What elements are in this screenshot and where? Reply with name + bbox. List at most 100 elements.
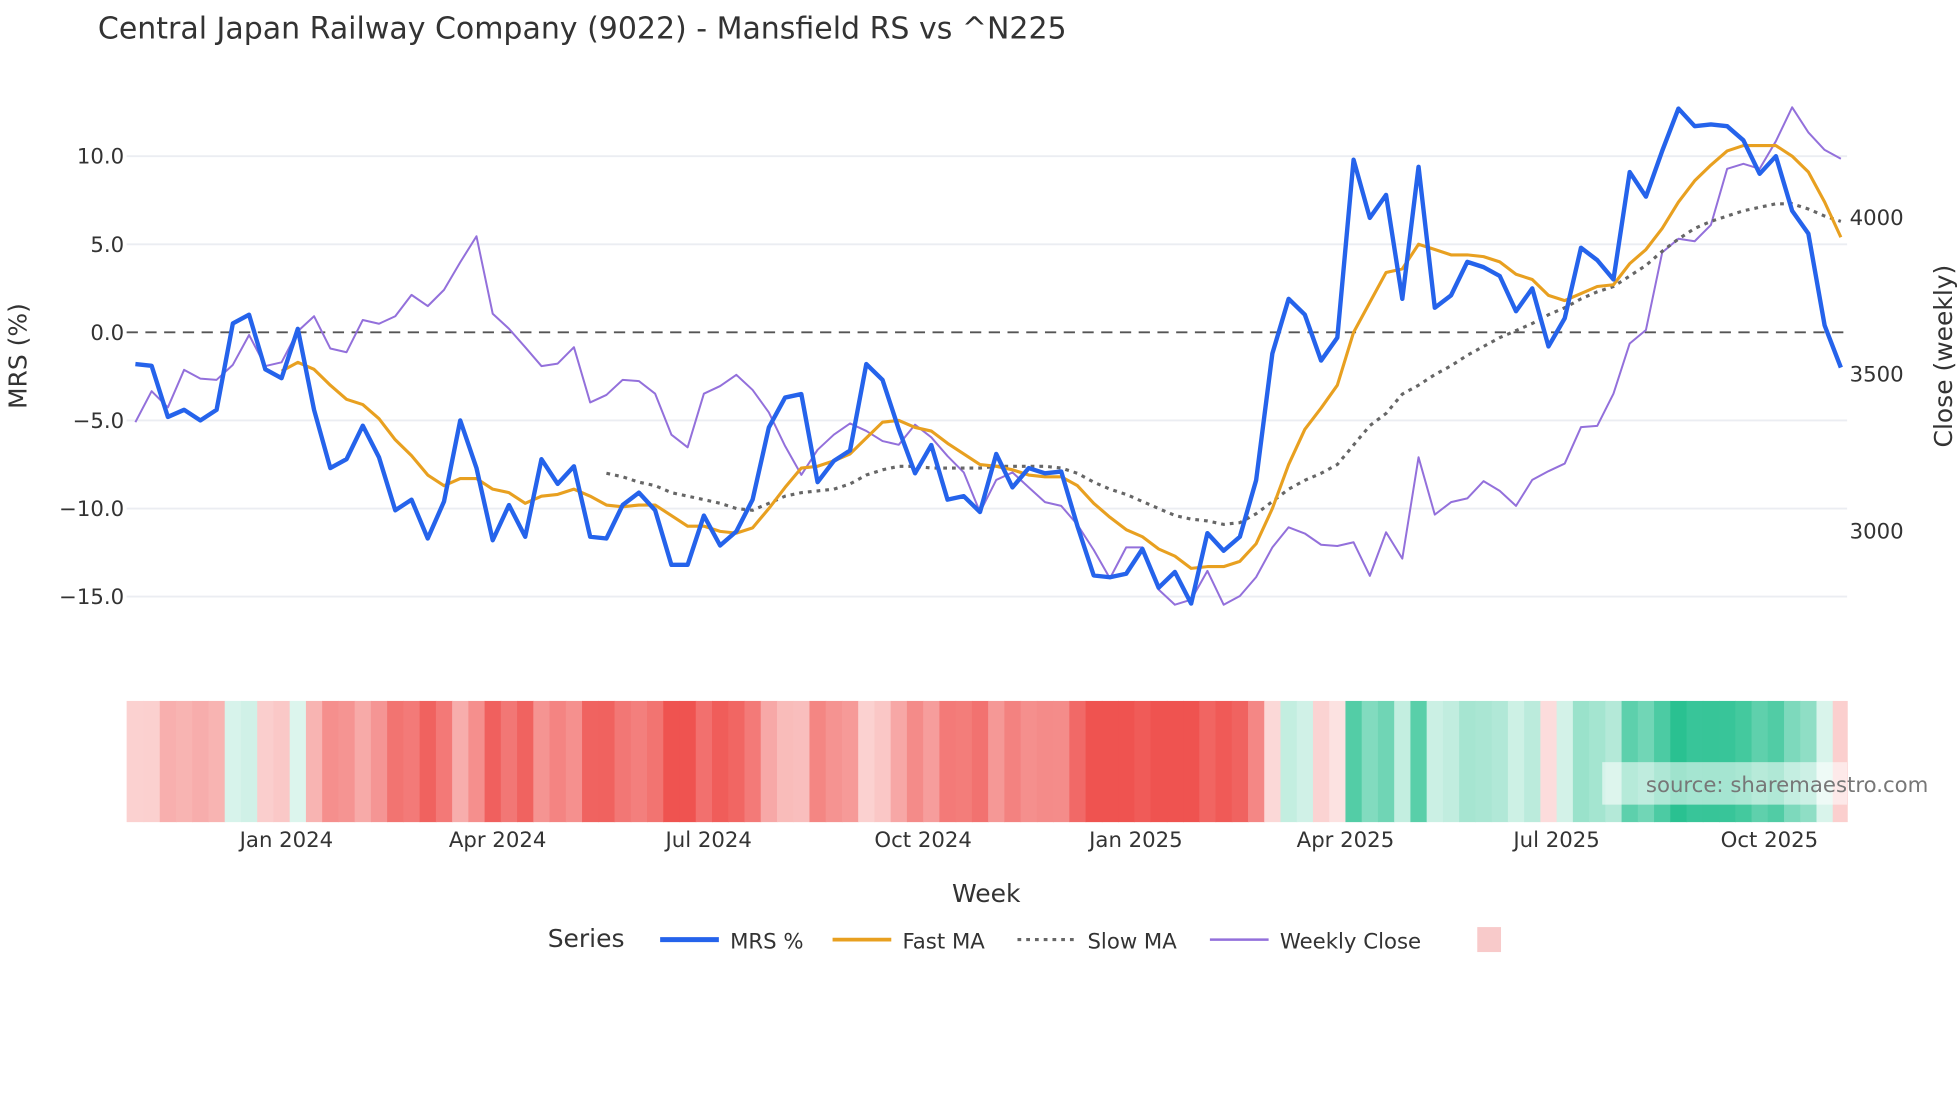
heat-strip-cell (565, 700, 583, 823)
y-tick-label: 0.0 (90, 321, 124, 346)
heat-strip-cell (1361, 700, 1379, 823)
heat-strip-cell (1572, 700, 1590, 823)
legend-item-fast-ma[interactable]: Fast MA (832, 929, 986, 954)
heat-strip-cell (468, 700, 486, 823)
heat-strip-cell (1459, 700, 1477, 823)
heat-strip-cell (923, 700, 941, 823)
heat-strip-cell (549, 700, 567, 823)
heat-strip-cell (192, 700, 210, 823)
heat-strip-cell (1085, 700, 1103, 823)
legend-label-mrs: MRS % (730, 929, 803, 954)
x-tick-label: Apr 2025 (1297, 828, 1395, 853)
heat-strip-cell (1166, 700, 1184, 823)
heat-strip-cell (126, 700, 145, 823)
mrs-line (135, 106, 1843, 606)
x-axis-title: Week (952, 879, 1021, 908)
heat-strip-cell (728, 700, 746, 823)
y2-axis-ticks: 4000 3500 3000 (1850, 206, 1904, 545)
heat-strip-cell (403, 700, 421, 823)
heat-strip-cell (1426, 700, 1444, 823)
heat-strip-cell (1556, 700, 1574, 823)
heat-strip-cell (370, 700, 388, 823)
heat-strip-cell (1069, 700, 1087, 823)
heat-strip-cell (582, 700, 599, 823)
heat-strip-cell (695, 700, 713, 823)
x-tick-label: Oct 2025 (1721, 828, 1819, 853)
heat-strip-cell (208, 700, 226, 823)
heat-strip-cell (760, 700, 778, 823)
heat-strip-cell (955, 700, 973, 823)
heat-strip-cell (939, 700, 957, 823)
heat-strip-cell (1329, 700, 1347, 823)
source-watermark: source: sharemaestro.com (1646, 773, 1928, 798)
y2-tick-label: 3500 (1850, 363, 1904, 388)
heat-strip-cell (1280, 700, 1298, 823)
heat-strip-cell (1394, 700, 1412, 823)
heat-strip-cell (1410, 700, 1428, 823)
x-tick-label: Apr 2024 (449, 828, 547, 853)
series-lines (134, 106, 1843, 606)
heat-strip-cell (971, 700, 989, 823)
heat-strip-cell (533, 700, 551, 823)
heat-strip-cell (240, 700, 258, 823)
heat-strip-cell (776, 700, 794, 823)
heat-strip-cell (273, 700, 291, 823)
heat-strip-cell (1296, 700, 1314, 823)
heat-strip-cell (435, 700, 453, 823)
heat-strip-cell (1134, 700, 1152, 823)
heat-strip-cell (354, 700, 372, 823)
heat-strip-cell (159, 700, 177, 823)
legend-item-mrs[interactable]: MRS % (660, 929, 804, 954)
heat-strip-cell (630, 700, 648, 823)
heat-strip-cell (1183, 700, 1200, 823)
heat-strip-cell (1264, 700, 1282, 823)
heat-strip-cell (988, 700, 1005, 823)
source-backdrop (1602, 762, 1848, 805)
heat-strip-cell (1150, 700, 1168, 823)
heat-strip-cell (289, 700, 307, 823)
heat-strip-cell (1524, 700, 1541, 823)
heat-strip-cell (419, 700, 437, 823)
heat-strip-cell (1345, 700, 1363, 823)
x-tick-label: Jan 2025 (1087, 828, 1183, 853)
legend-item-weekly-close[interactable]: Weekly Close (1209, 929, 1421, 954)
y-tick-label: −10.0 (59, 497, 124, 522)
heat-strip-cell (1020, 700, 1038, 823)
weekly-close-line (134, 106, 1842, 606)
heat-strip-cell (1491, 700, 1509, 823)
heat-strip-cell (517, 700, 534, 823)
y2-tick-label: 3000 (1850, 520, 1904, 545)
x-tick-label: Jan 2024 (238, 828, 334, 853)
heat-strip-cell (175, 700, 193, 823)
heat-strip-cell (338, 700, 356, 823)
heat-strip-cell (1475, 700, 1493, 823)
heat-strip-cell (1215, 700, 1233, 823)
heat-strip-cell (874, 700, 892, 823)
heat-strip-cell (224, 700, 242, 823)
heat-strip-cell (1231, 700, 1249, 823)
x-axis-ticks: Jan 2024 Apr 2024 Jul 2024 Oct 2024 Jan 2025… (238, 828, 1818, 853)
heat-strip-cell (1053, 700, 1070, 823)
legend-item-slow-ma[interactable]: Slow MA (1017, 929, 1177, 954)
y2-axis-title: Close (weekly) (1929, 265, 1958, 448)
x-tick-label: Oct 2024 (874, 828, 972, 853)
gridlines (126, 155, 1848, 598)
heat-strip-cell (825, 700, 843, 823)
legend-label-fast-ma: Fast MA (903, 929, 986, 954)
heat-strip-cell (744, 700, 762, 823)
heat-strip-cell (1540, 700, 1558, 823)
heat-strip-cell (1118, 700, 1135, 823)
y-axis-ticks: 10.0 5.0 0.0 −5.0 −10.0 −15.0 (59, 145, 124, 610)
heat-strip-cell (711, 700, 729, 823)
legend-swatch-heat-strip[interactable] (1477, 927, 1502, 953)
heat-strip-cell (1248, 700, 1265, 823)
y-tick-label: 5.0 (90, 233, 124, 258)
heat-strip-cell (322, 700, 340, 823)
y-tick-label: 10.0 (77, 145, 124, 170)
heat-strip-cell (647, 700, 664, 823)
mrs-heat-strip (126, 700, 1848, 823)
heat-strip-cell (679, 700, 697, 823)
heat-strip-cell (452, 700, 469, 823)
heat-strip-cell (1442, 700, 1460, 823)
